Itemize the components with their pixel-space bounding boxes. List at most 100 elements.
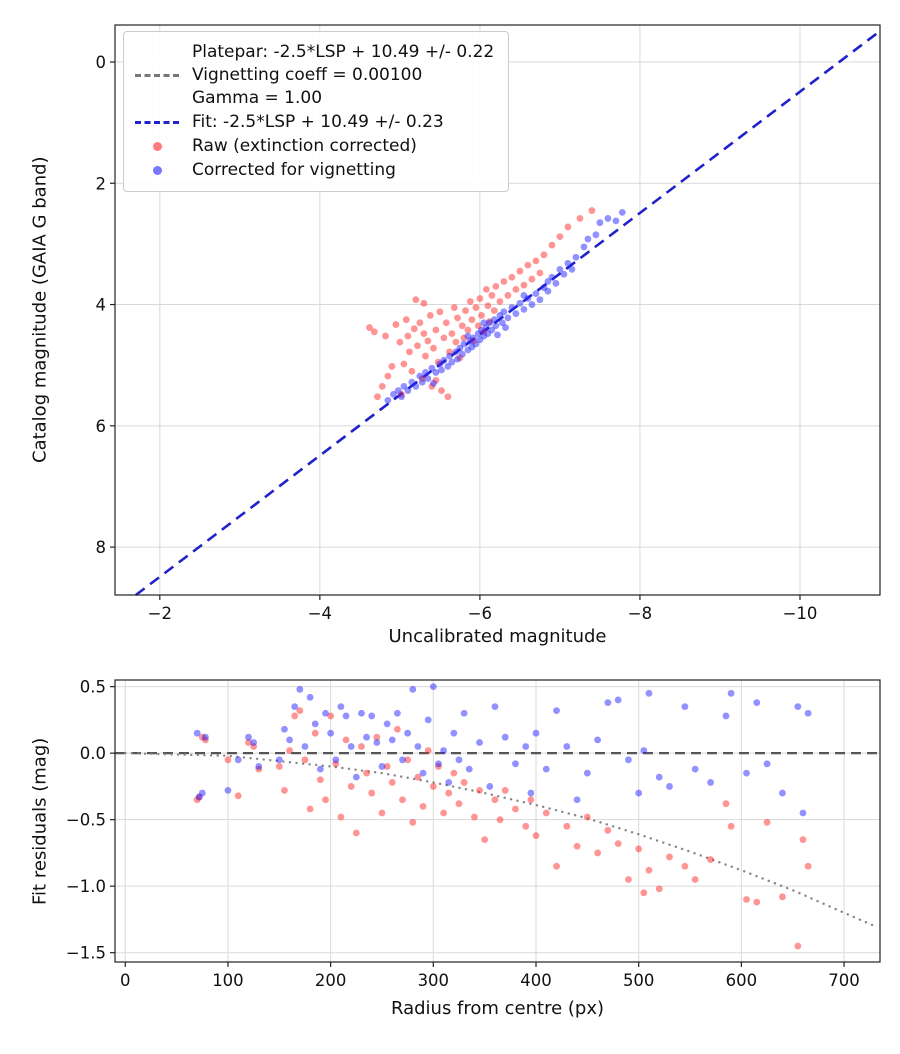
scatter-point	[368, 712, 376, 720]
scatter-point	[409, 685, 417, 693]
bottom-yaxis-label: Fit residuals (mag)	[29, 737, 51, 905]
scatter-point	[418, 378, 426, 386]
legend-entry-fit: Fit: -2.5*LSP + 10.49 +/- 0.23	[134, 111, 494, 134]
scatter-point	[476, 295, 484, 302]
scatter-point	[604, 699, 612, 707]
scatter-point	[438, 366, 445, 374]
scatter-point	[383, 763, 391, 770]
legend-entry-platepar: Platepar: -2.5*LSP + 10.49 +/- 0.22 Vign…	[134, 41, 494, 110]
scatter-point	[440, 356, 448, 364]
scatter-point	[501, 787, 509, 794]
scatter-point	[743, 896, 750, 903]
scatter-point	[618, 208, 626, 216]
scatter-point	[442, 319, 450, 327]
scatter-point	[563, 822, 571, 830]
scatter-point	[522, 822, 530, 830]
svg-text:500: 500	[623, 971, 655, 990]
scatter-point	[460, 709, 468, 717]
scatter-point	[707, 856, 714, 863]
scatter-point	[193, 729, 201, 737]
svg-text:−8: −8	[628, 604, 652, 623]
scatter-point	[337, 813, 345, 821]
scatter-point	[779, 893, 786, 901]
scatter-point	[666, 853, 673, 861]
svg-text:−4: −4	[308, 604, 332, 623]
scatter-point	[327, 729, 335, 737]
scatter-point	[404, 332, 412, 340]
scatter-point	[553, 862, 560, 870]
scatter-point	[727, 822, 735, 830]
scatter-point	[488, 292, 496, 299]
svg-text:−2: −2	[148, 604, 172, 623]
scatter-point	[548, 273, 556, 281]
scatter-point	[250, 739, 258, 746]
bottom-xaxis-label: Radius from centre (px)	[390, 998, 605, 1019]
scatter-point	[383, 720, 391, 728]
legend-platepar-label: Platepar: -2.5*LSP + 10.49 +/- 0.22	[192, 42, 495, 62]
scatter-point	[382, 332, 389, 340]
scatter-point	[404, 729, 412, 737]
scatter-point	[524, 261, 532, 269]
legend-raw-label: Raw (extinction corrected)	[192, 136, 417, 156]
svg-text:4: 4	[96, 296, 107, 315]
scatter-point	[378, 809, 386, 817]
scatter-point	[498, 319, 506, 327]
scatter-point	[763, 818, 771, 826]
scatter-point	[404, 387, 412, 395]
scatter-point	[501, 733, 509, 741]
scatter-point	[486, 783, 494, 790]
bottom-series-corrected-residuals	[193, 683, 812, 817]
scatter-point	[576, 215, 584, 222]
scatter-point	[460, 340, 468, 348]
scatter-point	[464, 326, 472, 334]
svg-text:400: 400	[520, 971, 552, 990]
scatter-point	[466, 298, 474, 305]
scatter-point	[462, 307, 469, 315]
scatter-point	[520, 305, 528, 313]
scatter-point	[681, 703, 689, 711]
svg-text:600: 600	[726, 971, 758, 990]
scatter-point	[743, 769, 750, 777]
scatter-point	[311, 729, 319, 737]
raw-dot-swatch	[152, 142, 162, 151]
scatter-point	[472, 304, 480, 311]
scatter-point	[392, 321, 400, 328]
scatter-point	[691, 765, 699, 773]
scatter-point	[564, 223, 572, 231]
scatter-point	[645, 866, 653, 874]
scatter-point	[448, 358, 456, 366]
scatter-point	[666, 783, 673, 790]
scatter-point	[584, 235, 592, 243]
scatter-point	[400, 360, 408, 368]
scatter-point	[490, 307, 498, 315]
svg-text:8: 8	[96, 538, 107, 557]
scatter-point	[286, 736, 293, 744]
scatter-point	[327, 712, 335, 720]
scatter-point	[342, 736, 350, 744]
scatter-point	[516, 267, 524, 275]
scatter-point	[332, 756, 340, 764]
scatter-point	[429, 683, 437, 691]
scatter-point	[508, 273, 516, 281]
scatter-point	[472, 340, 480, 348]
svg-text:0.0: 0.0	[80, 744, 106, 763]
scatter-point	[424, 337, 432, 345]
top-xaxis-label: Uncalibrated magnitude	[388, 626, 607, 647]
scatter-point	[440, 809, 447, 817]
fit-dashed-line-swatch	[135, 121, 179, 124]
scatter-point	[316, 765, 324, 773]
scatter-point	[414, 342, 421, 350]
scatter-point	[445, 789, 453, 797]
scatter-point	[245, 739, 252, 746]
scatter-point	[394, 387, 402, 395]
scatter-point	[522, 743, 530, 750]
scatter-point	[568, 265, 576, 273]
svg-text:2: 2	[96, 174, 107, 193]
scatter-point	[430, 344, 437, 352]
scatter-point	[804, 709, 812, 717]
scatter-point	[409, 818, 417, 826]
scatter-point	[414, 773, 422, 781]
scatter-point	[799, 809, 807, 817]
scatter-point	[722, 800, 730, 808]
